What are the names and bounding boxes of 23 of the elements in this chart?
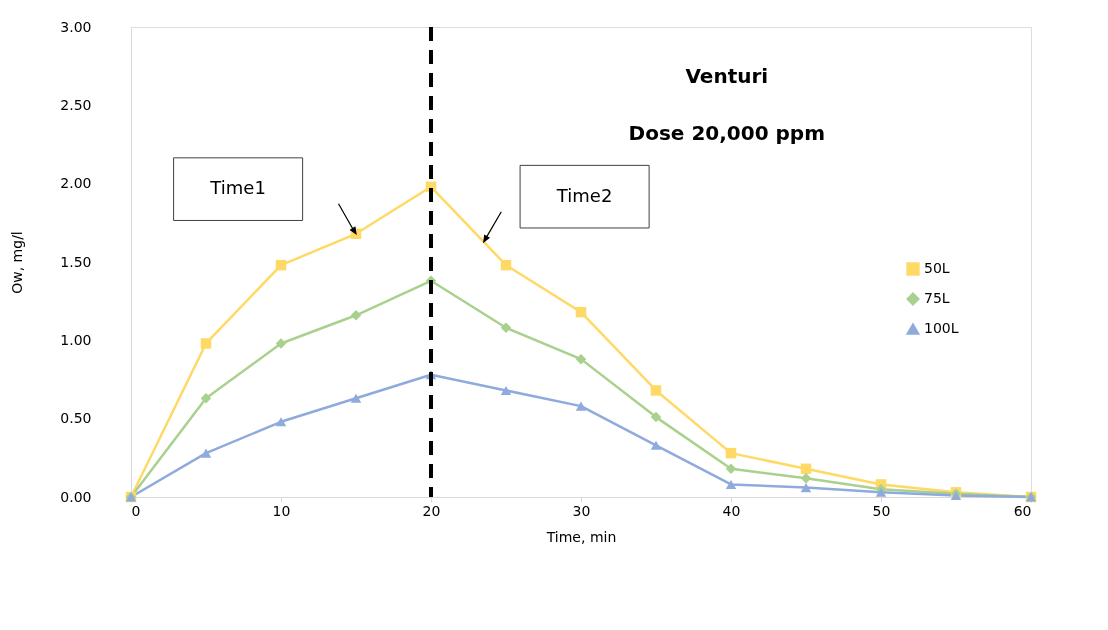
annotation: Time2 [555, 184, 613, 206]
text: Venturi [685, 64, 769, 89]
x-tick-label: 60 [1013, 502, 1032, 519]
legend-label: 75L [924, 290, 950, 306]
x-tick-label: 0 [131, 502, 141, 519]
y-tick-label: 1.50 [60, 253, 92, 270]
y-axis-title: Ow, mg/l [9, 231, 26, 294]
text: Dose 20,000 ppm [628, 120, 825, 145]
y-tick-label: 1.00 [60, 331, 92, 348]
legend-label: 100L [924, 320, 959, 336]
legend-label: 50L [924, 260, 950, 276]
annotation: Time1 [209, 177, 266, 199]
x-axis-title: Time, min [545, 528, 617, 545]
x-tick-label: 20 [422, 502, 441, 519]
x-tick-label: 30 [572, 502, 591, 519]
y-tick-label: 0.00 [60, 488, 92, 505]
y-tick-label: 0.50 [60, 410, 92, 427]
y-tick-label: 2.00 [60, 175, 92, 192]
y-tick-label: 2.50 [60, 96, 92, 113]
y-tick-label: 3.00 [60, 18, 92, 35]
x-tick-label: 50 [872, 502, 891, 519]
x-tick-label: 40 [722, 502, 741, 519]
x-tick-label: 10 [272, 502, 291, 519]
